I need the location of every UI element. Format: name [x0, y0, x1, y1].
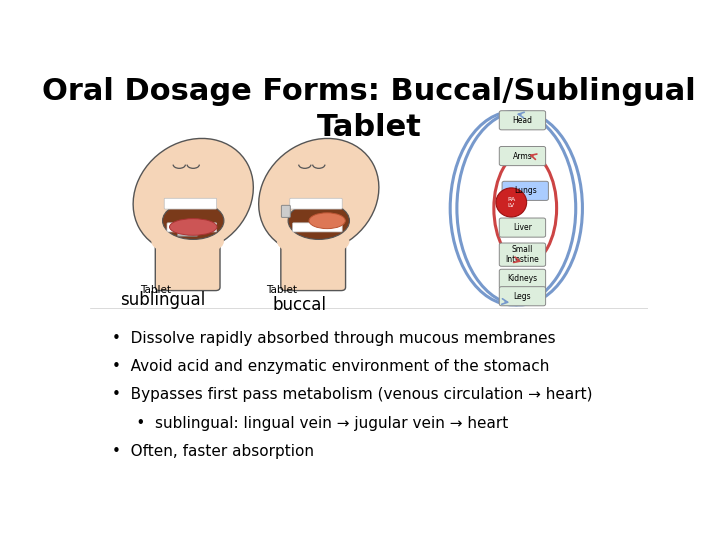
Text: •  sublingual: lingual vein → jugular vein → heart: • sublingual: lingual vein → jugular vei… — [112, 416, 508, 431]
Text: Arms: Arms — [513, 152, 532, 160]
FancyBboxPatch shape — [499, 111, 546, 130]
FancyBboxPatch shape — [499, 243, 546, 266]
FancyBboxPatch shape — [178, 230, 198, 236]
Ellipse shape — [288, 202, 349, 239]
FancyBboxPatch shape — [167, 223, 217, 232]
FancyBboxPatch shape — [502, 181, 549, 200]
FancyBboxPatch shape — [289, 198, 342, 209]
Text: •  Bypasses first pass metabolism (venous circulation → heart): • Bypasses first pass metabolism (venous… — [112, 388, 593, 402]
Text: Lungs: Lungs — [514, 186, 536, 195]
Text: Small
Intestine: Small Intestine — [505, 245, 539, 265]
Ellipse shape — [496, 188, 526, 217]
Text: Tablet: Tablet — [266, 285, 297, 295]
FancyBboxPatch shape — [499, 287, 546, 306]
Text: •  Often, faster absorption: • Often, faster absorption — [112, 444, 315, 459]
Text: Tablet: Tablet — [140, 285, 171, 295]
Text: •  Dissolve rapidly absorbed through mucous membranes: • Dissolve rapidly absorbed through muco… — [112, 331, 556, 346]
Text: Oral Dosage Forms: Buccal/Sublingual
Tablet: Oral Dosage Forms: Buccal/Sublingual Tab… — [42, 77, 696, 142]
Text: sublingual: sublingual — [120, 292, 205, 309]
FancyBboxPatch shape — [282, 205, 290, 218]
Text: buccal: buccal — [272, 295, 326, 314]
Ellipse shape — [309, 213, 346, 228]
Ellipse shape — [169, 219, 217, 235]
Ellipse shape — [151, 227, 224, 256]
FancyBboxPatch shape — [499, 218, 546, 237]
Ellipse shape — [277, 227, 349, 256]
Text: Legs: Legs — [513, 292, 531, 301]
FancyBboxPatch shape — [292, 223, 342, 232]
FancyBboxPatch shape — [499, 146, 546, 166]
Text: Liver: Liver — [513, 223, 532, 232]
Text: •  Avoid acid and enzymatic environment of the stomach: • Avoid acid and enzymatic environment o… — [112, 359, 549, 374]
FancyBboxPatch shape — [164, 198, 217, 209]
Text: Head: Head — [513, 116, 533, 125]
Ellipse shape — [258, 138, 379, 253]
FancyBboxPatch shape — [281, 221, 346, 291]
Ellipse shape — [163, 202, 224, 239]
FancyBboxPatch shape — [156, 221, 220, 291]
FancyBboxPatch shape — [499, 269, 546, 288]
Ellipse shape — [133, 138, 253, 253]
Text: Kidneys: Kidneys — [508, 274, 538, 284]
Text: RA
LV: RA LV — [507, 197, 516, 208]
